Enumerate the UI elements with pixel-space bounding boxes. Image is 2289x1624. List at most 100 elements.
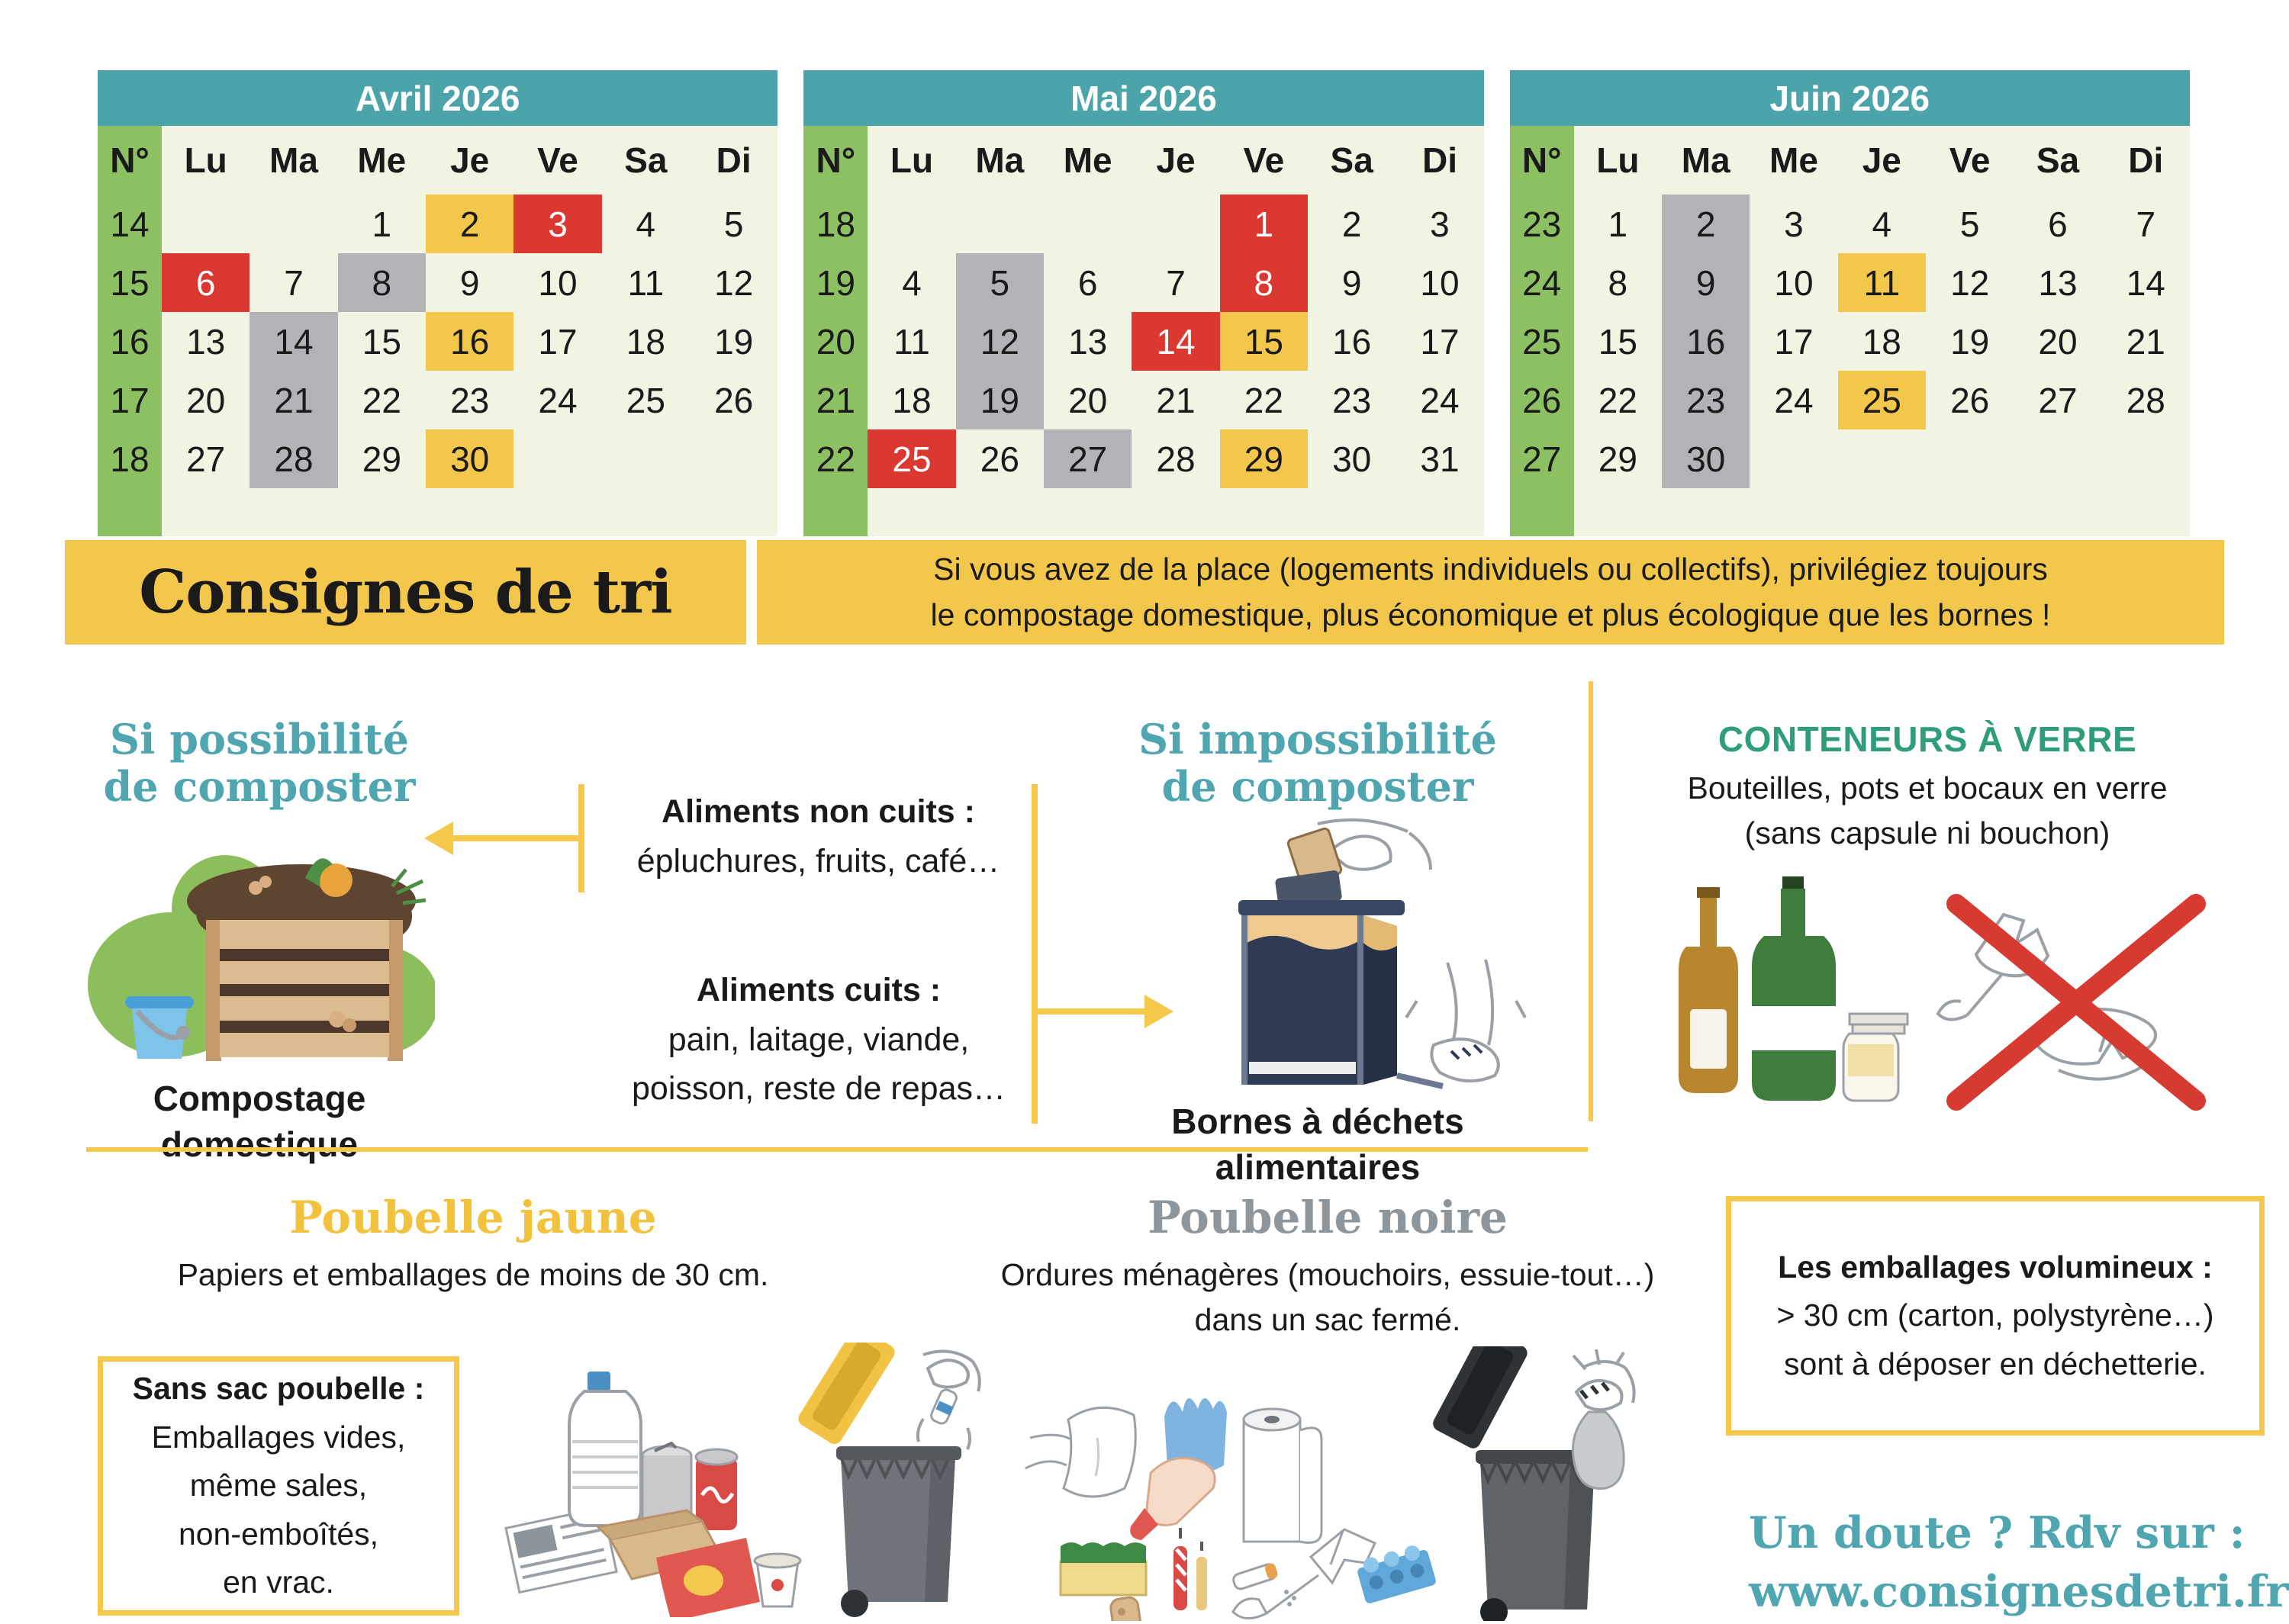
day-cell: 8 (337, 253, 426, 312)
day-cell: 4 (1872, 204, 1892, 244)
day-cell: 27 (1043, 429, 1132, 488)
day-cell: 11 (1837, 253, 1926, 312)
leg-icon (1446, 959, 1495, 1046)
day-header: Ve (1949, 140, 1991, 180)
day-cell (1132, 195, 1219, 253)
day-cell: 29 (1598, 439, 1637, 479)
day-cell: 3 (513, 195, 602, 253)
day-cell: 9 (1341, 262, 1362, 303)
week-number: 17 (110, 380, 150, 420)
glove-icon (1164, 1397, 1227, 1474)
day-cell: 15 (1219, 312, 1308, 371)
day-header: Ma (975, 140, 1025, 180)
day-cell: 13 (1068, 321, 1108, 362)
consignes-banner: Consignes de tri Si vous avez de la plac… (65, 540, 2224, 645)
day-cell: 30 (1661, 429, 1750, 488)
day-cell: 7 (1166, 262, 1186, 303)
cork-icon (1109, 1596, 1143, 1621)
day-cell: 10 (1774, 262, 1814, 303)
day-cell: 2 (1341, 204, 1362, 244)
cooked-food-block: Aliments cuits : pain, laitage, viande, … (594, 966, 1044, 1114)
week-number: 18 (110, 439, 150, 479)
month-body: N° 18 19 20 21 22 Lu Ma Me Je Ve Sa Di 1 2 3 4 5 6 7 8 9 10 11… (803, 126, 1484, 536)
candle-icon (1173, 1546, 1187, 1610)
day-cell: 19 (955, 371, 1044, 429)
broken-glass-icons (1936, 912, 2157, 1081)
day-header: Ve (537, 140, 578, 180)
shoe-icon (1430, 1037, 1500, 1083)
black-bin-illustration (1025, 1346, 1636, 1621)
bin-slot-icon (1275, 870, 1342, 909)
day-cell: 7 (284, 262, 304, 303)
day-grid: Lu Ma Me Je Ve Sa Di 1 2 3 4 5 6 7 8 9 10 11 12 13 14 15 16 17 1… (162, 126, 778, 536)
day-header: Je (1156, 140, 1196, 180)
day-cell (2014, 429, 2101, 488)
composting-possible-section: Si possibilité de composter (76, 716, 443, 1168)
day-cell: 10 (538, 262, 578, 303)
day-cell: 15 (1598, 321, 1637, 362)
day-cell: 5 (1959, 204, 1980, 244)
day-header: Lu (890, 140, 934, 180)
day-cell: 14 (1132, 312, 1220, 371)
jar-lid-icon (1848, 1012, 1909, 1035)
day-cell: 16 (1332, 321, 1372, 362)
day-cell: 29 (362, 439, 401, 479)
day-cell: 30 (1332, 439, 1372, 479)
website-link[interactable]: www.consignesdetri.fr (1749, 1565, 2289, 1617)
day-cell: 6 (2048, 204, 2068, 244)
day-cell (1750, 429, 1837, 488)
day-cell: 18 (626, 321, 665, 362)
week-number: 23 (1522, 204, 1562, 244)
day-cell: 13 (2038, 262, 2078, 303)
day-cell: 9 (459, 262, 480, 303)
compost-heap-icon (187, 864, 416, 938)
day-cell: 8 (1608, 262, 1628, 303)
day-cell: 10 (1420, 262, 1460, 303)
day-grid: Lu Ma Me Je Ve Sa Di 1 2 3 4 5 6 7 8 9 10 11 12 13 14 15 16 17 1… (868, 126, 1484, 536)
month-body: N° 23 24 25 26 27 Lu Ma Me Je Ve Sa Di 1 2 3 4 5 6 7 8 9 10 11… (1509, 126, 2190, 536)
glass-containers-section: CONTENEURS À VERRE Bouteilles, pots et b… (1611, 719, 2243, 1127)
tissue-icon (1062, 1406, 1137, 1498)
day-cell (1926, 429, 2014, 488)
week-number: 26 (1522, 380, 1562, 420)
day-cell: 6 (162, 253, 250, 312)
day-cell (602, 429, 690, 488)
day-header: Ma (1681, 140, 1730, 180)
week-number: 22 (816, 439, 855, 479)
day-cell: 19 (1950, 321, 1990, 362)
bottle-cap-icon (588, 1372, 610, 1391)
week-number: 24 (1522, 262, 1562, 303)
hand-icon (1317, 818, 1432, 870)
day-cell: 15 (362, 321, 401, 362)
month-title: Avril 2026 (98, 70, 778, 126)
green-bottle-icon (1782, 876, 1804, 889)
red-cross-icon (1946, 893, 2206, 1111)
consignes-title-box: Consignes de tri (65, 540, 746, 645)
week-column-header: N° (816, 140, 856, 180)
day-cell: 6 (1077, 262, 1098, 303)
compost-box-post (206, 920, 221, 1062)
week-column-header: N° (1521, 140, 1562, 180)
leaf-icon (305, 858, 333, 888)
day-header: Ve (1243, 140, 1285, 180)
day-cell (868, 195, 955, 253)
day-cell (1838, 429, 1926, 488)
day-cell (956, 195, 1044, 253)
day-cell: 23 (450, 380, 490, 420)
yellow-bin-title: Poubelle jaune (289, 1191, 657, 1243)
day-header: Me (1769, 140, 1818, 180)
day-header: Je (450, 140, 490, 180)
yellow-lid-bin-icon (798, 1343, 961, 1617)
yogurt-pot-icon (753, 1552, 802, 1608)
borne-beige-band (1241, 915, 1363, 950)
day-cell: 11 (893, 321, 930, 362)
week-number: 15 (110, 262, 150, 303)
trash-bag-icon (1571, 1410, 1625, 1490)
uncooked-food-title: Aliments non cuits : (662, 793, 975, 830)
day-cell: 3 (1430, 204, 1450, 244)
day-cell (250, 195, 337, 253)
week-number: 20 (816, 321, 855, 362)
week-number: 18 (816, 204, 855, 244)
month-title: Juin 2026 (1509, 70, 2190, 126)
day-cell: 29 (1219, 429, 1308, 488)
